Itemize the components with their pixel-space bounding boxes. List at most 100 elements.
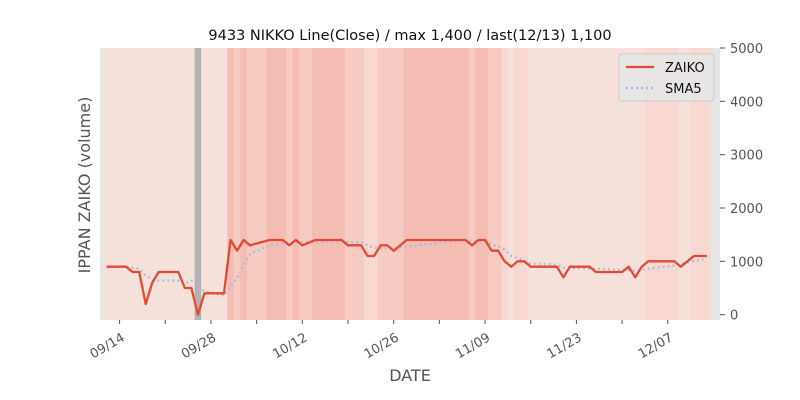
x-tick-label: 09/28 <box>179 330 219 362</box>
day-band <box>201 48 208 320</box>
day-band <box>266 48 274 320</box>
day-band <box>135 48 143 320</box>
day-band <box>344 48 352 320</box>
day-band <box>370 48 378 320</box>
day-band <box>677 48 685 320</box>
day-band <box>494 48 502 320</box>
background-bands <box>100 48 720 320</box>
legend-label-sma5: SMA5 <box>665 82 702 97</box>
day-band <box>162 48 169 320</box>
day-band <box>423 48 430 320</box>
x-tick-label: 10/26 <box>362 330 402 362</box>
day-band <box>109 48 117 320</box>
day-band <box>631 48 639 320</box>
y-tick-label: 3000 <box>730 149 763 164</box>
day-band <box>436 48 443 320</box>
day-band <box>625 48 633 320</box>
day-band <box>331 48 339 320</box>
day-band <box>357 48 365 320</box>
day-band <box>403 48 411 320</box>
day-band <box>566 48 574 320</box>
day-band <box>272 48 280 320</box>
x-tick-label: 11/23 <box>544 330 584 362</box>
day-band <box>514 48 522 320</box>
day-band <box>142 48 150 320</box>
day-band <box>351 48 359 320</box>
day-band <box>534 48 541 320</box>
day-band <box>396 48 404 320</box>
day-band <box>579 48 587 320</box>
day-band <box>259 48 267 320</box>
day-band <box>671 48 678 320</box>
legend-label-zaiko: ZAIKO <box>665 61 705 76</box>
day-band <box>507 48 515 320</box>
day-band <box>468 48 476 320</box>
day-band <box>644 48 652 320</box>
y-tick-label: 1000 <box>730 255 763 270</box>
y-tick-label: 0 <box>730 309 738 324</box>
day-band <box>364 48 372 320</box>
day-band <box>233 48 241 320</box>
y-axis: 0 1000 2000 3000 4000 5000 <box>720 42 763 324</box>
day-band <box>246 48 254 320</box>
day-band <box>227 48 235 320</box>
day-band <box>383 48 391 320</box>
day-band <box>586 48 594 320</box>
day-band <box>279 48 287 320</box>
day-band <box>475 48 483 320</box>
y-tick-label: 2000 <box>730 202 763 217</box>
day-band <box>181 48 189 320</box>
day-band <box>299 48 306 320</box>
day-band <box>651 48 659 320</box>
day-band <box>638 48 646 320</box>
day-band <box>416 48 424 320</box>
day-band <box>325 48 332 320</box>
day-band <box>240 48 248 320</box>
day-band <box>553 48 561 320</box>
day-band <box>481 48 489 320</box>
series-line-zaiko <box>106 238 707 316</box>
x-tick-label: 12/07 <box>636 330 676 362</box>
day-band <box>168 48 176 320</box>
day-band <box>599 48 607 320</box>
day-band <box>286 48 293 320</box>
day-band <box>612 48 620 320</box>
day-band <box>462 48 470 320</box>
day-band <box>449 48 456 320</box>
day-band <box>148 48 156 320</box>
day-band <box>377 48 385 320</box>
plot-lines <box>106 238 708 316</box>
day-band <box>442 48 450 320</box>
x-axis: 09/14 09/28 10/12 10/26 11/09 11/23 12/07 <box>88 320 676 362</box>
day-band <box>175 48 182 320</box>
day-band <box>592 48 600 320</box>
day-band <box>560 48 567 320</box>
day-band <box>520 48 528 320</box>
y-tick-label: 4000 <box>730 95 763 110</box>
day-band <box>703 48 711 320</box>
day-band <box>122 48 130 320</box>
day-band <box>194 48 202 320</box>
day-band <box>207 48 215 320</box>
y-tick-label: 5000 <box>730 42 763 57</box>
legend: ZAIKO SMA5 <box>618 53 715 102</box>
day-band <box>390 48 398 320</box>
day-band <box>253 48 261 320</box>
x-tick-label: 11/09 <box>453 330 493 362</box>
day-band <box>410 48 417 320</box>
chart-title: 9433 NIKKO Line(Close) / max 1,400 / las… <box>208 28 611 44</box>
day-band <box>129 48 137 320</box>
day-band <box>573 48 580 320</box>
day-band <box>305 48 313 320</box>
day-band <box>318 48 326 320</box>
day-band <box>220 48 228 320</box>
x-tick-label: 09/14 <box>88 330 128 362</box>
day-band <box>690 48 698 320</box>
day-band <box>658 48 665 320</box>
day-band <box>605 48 613 320</box>
day-band <box>664 48 672 320</box>
day-band <box>540 48 548 320</box>
day-band <box>338 48 346 320</box>
day-band <box>312 48 319 320</box>
